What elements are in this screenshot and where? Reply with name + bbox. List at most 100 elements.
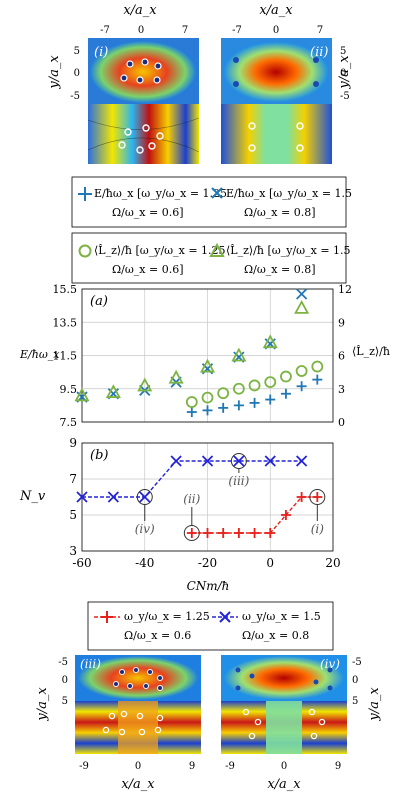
legend-nv-plus-marker — [101, 611, 113, 623]
bottom-ytick-r2: 0 — [352, 675, 358, 686]
plot-a-y2tick-0: 0 — [338, 416, 345, 429]
plot-b-series0-point-7 — [296, 492, 307, 502]
legend-nv-cross-marker — [219, 611, 231, 623]
plot-b-series1-point-1 — [107, 491, 120, 503]
panel-iii-density-cloud — [78, 656, 198, 700]
panel-ii-phase — [221, 104, 332, 164]
legend-nv-2-line2: Ω/ω_x = 0.8 — [242, 629, 309, 642]
plot-b-series1-point-5 — [233, 455, 245, 467]
plot-b-xtick-4: 20 — [325, 556, 340, 570]
plot-b-ylabel: N_v — [19, 489, 46, 504]
top-xlabel-left: x/a_x — [123, 3, 157, 18]
legend-angular-momentum: ⟨L̂_z⟩/ħ [ω_y/ω_x = 1.25 Ω/ω_x = 0.6] ⟨L… — [71, 232, 351, 284]
top-ytick-r1: 0 — [340, 68, 346, 79]
plot-b-series1-point-4 — [201, 455, 214, 467]
plot-a-series0-point-2 — [218, 402, 229, 413]
bottom-xtick-2: 0 — [135, 761, 141, 772]
plot-a-series0-point-0 — [186, 407, 197, 418]
legend-nv-1-line2: Ω/ω_x = 0.6 — [124, 629, 191, 642]
plot-a-series0-point-8 — [312, 374, 323, 385]
plot-b-xtick-1: -40 — [135, 556, 154, 570]
top-xtick-3: 7 — [182, 25, 188, 36]
bottom-xlabel-right: x/a_x — [267, 777, 301, 792]
plot-a-series2-point-1 — [201, 391, 214, 404]
panel-iii-vortices — [113, 667, 163, 691]
plot-b-ytick-0: 3 — [69, 544, 77, 558]
plot-a-series3-point-0 — [74, 387, 90, 402]
panel-i-vortices — [120, 58, 162, 84]
plot-a-ytick-1: 9.5 — [60, 383, 78, 396]
plot-a-y2tick-4: 12 — [338, 283, 352, 296]
legend-energy-1-line2: Ω/ω_x = 0.6] — [112, 206, 184, 219]
panel-iv-phase-vortices — [242, 708, 326, 740]
plot-a-series3-point-5 — [231, 347, 247, 362]
legend-nv: ω_y/ω_x = 1.25 Ω/ω_x = 0.6 ω_y/ω_x = 1.5… — [87, 601, 334, 651]
top-ytick-1: 0 — [74, 68, 80, 79]
bottom-xlabel-left: x/a_x — [121, 777, 155, 792]
plot-a-series2-point-7 — [295, 365, 308, 377]
panel-i-label: (i) — [94, 45, 108, 60]
plot-a-series0-point-5 — [265, 394, 276, 405]
panel-ii-label: (ii) — [310, 45, 328, 60]
plot-b-series0-point-3 — [233, 528, 244, 538]
plot-a-label: (a) — [90, 294, 108, 309]
legend-lz-1-line1: ⟨L̂_z⟩/ħ [ω_y/ω_x = 1.25 — [94, 244, 226, 257]
top-ytick-r3: -5 — [340, 91, 350, 102]
legend-circle-marker — [78, 244, 92, 258]
plot-b-series0-point-5 — [265, 528, 276, 538]
bottom-density-panels: (iii) (iv) y/a_x -5 0 5 y/a_x -5 0 5 — [35, 655, 382, 792]
top-ytick-2: 5 — [74, 46, 80, 57]
top-ylabel: y/a_x — [47, 55, 62, 90]
panel-i-phase — [88, 104, 199, 164]
bottom-ytick-2: 0 — [62, 675, 68, 686]
plot-a-series3-point-2 — [137, 377, 153, 392]
top-xtick-6: 7 — [317, 25, 323, 36]
plot-a-series0-point-7 — [296, 381, 307, 392]
plot-a-ytick-3: 13.5 — [53, 316, 78, 329]
plot-b-label: (b) — [90, 448, 108, 463]
plot-a-series0-point-3 — [233, 400, 244, 411]
plot-b-ytick-3: 9 — [69, 436, 77, 450]
panel-i-phase-vortices — [118, 124, 164, 154]
plot-a-series2-point-4 — [248, 379, 261, 392]
legend-energy: E/ħω_x [ω_y/ω_x = 1.25 Ω/ω_x = 0.6] E/ħω… — [71, 176, 352, 228]
legend-nv-1-line1: ω_y/ω_x = 1.25 — [124, 610, 210, 623]
top-xtick-1: -7 — [100, 25, 110, 36]
bottom-ytick-r1: -5 — [352, 657, 362, 668]
plot-b-series1-point-3 — [170, 455, 182, 467]
plot-a-y2label: ⟨L̂_z⟩/ħ — [352, 345, 390, 358]
plot-b-series0-point-2 — [218, 528, 229, 538]
plot-a-ytick-4: 15.5 — [53, 283, 78, 296]
top-ytick-r2: 5 — [340, 46, 346, 57]
bottom-ylabel: y/a_x — [35, 687, 50, 722]
top-xtick-5: 0 — [273, 25, 279, 36]
plot-a-series2-point-0 — [185, 396, 198, 408]
top-ytick-3: -5 — [70, 91, 80, 102]
bottom-ytick-r3: 5 — [352, 696, 358, 707]
plot-b: 3 5 7 9 -60 -40 -20 0 20 (ii) (iii) (iv) (i) (b) N… — [19, 436, 341, 593]
plot-a-ytick-2: 11.5 — [53, 350, 78, 363]
plot-b-series1-point-7 — [295, 455, 308, 467]
plot-b-series0-point-8 — [312, 492, 323, 502]
plot-a-series3-point-6 — [262, 334, 278, 349]
plot-a-y2tick-1: 3 — [338, 383, 345, 396]
bottom-ytick-1: -5 — [58, 657, 68, 668]
bottom-ylabel-right: y/a_x — [367, 687, 382, 722]
plot-b-annotation-label-1: (iii) — [228, 474, 249, 488]
panel-ii-density-cloud — [224, 42, 328, 102]
plot-a-series0-point-1 — [202, 405, 213, 416]
plot-a-series0-point-6 — [280, 388, 291, 399]
plot-b-series0-point-1 — [202, 528, 213, 538]
plot-a-y2tick-3: 9 — [338, 316, 345, 329]
plot-b-series1-point-6 — [264, 455, 276, 467]
plot-a-series2-point-3 — [232, 382, 245, 395]
plot-b-xlabel: CNm/ħ — [187, 579, 230, 593]
panel-iii-phase-vortices — [102, 710, 164, 736]
panel-iv-label: (iv) — [320, 657, 340, 671]
plot-b-series0-point-6 — [280, 510, 291, 520]
plot-a-ytick-0: 7.5 — [60, 416, 78, 429]
plot-a-series1-point-7 — [295, 288, 308, 300]
bottom-xtick-6: 9 — [335, 761, 341, 772]
panel-ii-vortices — [233, 57, 319, 87]
legend-lz-2-line1: ⟨L̂_z⟩/ħ [ω_y/ω_x = 1.5 — [226, 244, 351, 257]
